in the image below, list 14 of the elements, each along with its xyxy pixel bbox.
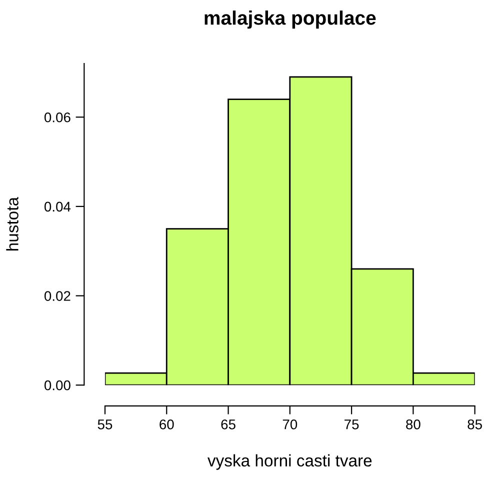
y-tick-label: 0.00 [44, 380, 70, 390]
y-tick-label: 0.04 [44, 202, 71, 212]
chart-title: malajska populace [204, 10, 376, 29]
x-tick-label: 65 [221, 419, 236, 430]
x-tick-label: 75 [344, 420, 359, 430]
y-tick-label: 0.02 [44, 291, 70, 301]
x-tick-label: 80 [406, 419, 420, 430]
y-axis-title: hustota [6, 196, 18, 250]
x-tick-label: 70 [282, 419, 298, 430]
y-tick-label: 0.06 [44, 112, 70, 122]
x-tick-label: 85 [468, 419, 482, 430]
x-tick-label: 60 [160, 419, 174, 430]
x-tick-label: 55 [98, 420, 112, 430]
x-axis-title: vyska horni casti tvare [208, 454, 372, 470]
